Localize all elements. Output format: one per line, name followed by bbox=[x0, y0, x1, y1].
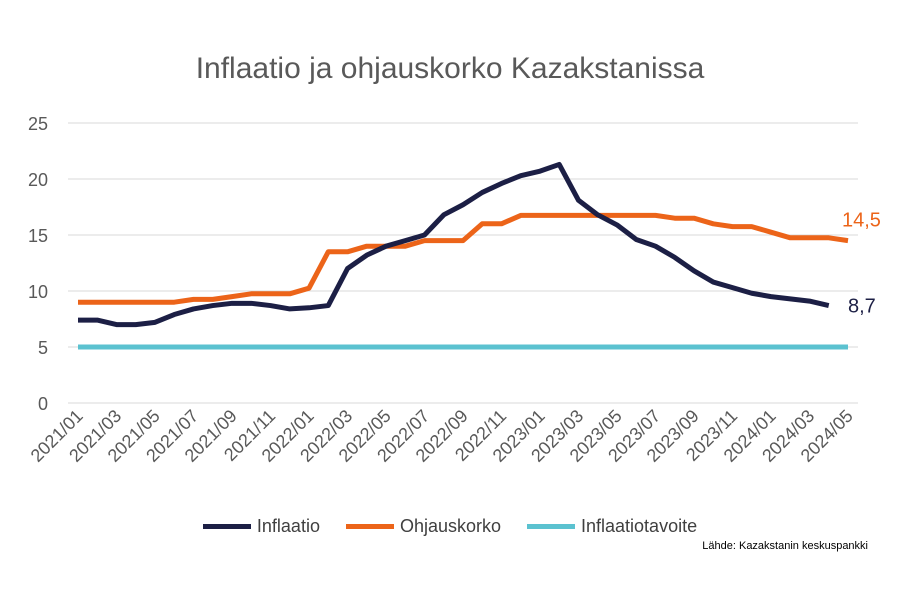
legend-swatch bbox=[202, 524, 251, 529]
legend-item-ohjauskorko: Ohjauskorko bbox=[345, 516, 502, 537]
y-tick-label: 10 bbox=[28, 282, 48, 302]
legend-label: Inflaatiotavoite bbox=[581, 516, 698, 536]
chart-title: Inflaatio ja ohjauskorko Kazakstanissa bbox=[195, 52, 705, 85]
legend-label: Inflaatio bbox=[256, 516, 320, 536]
y-tick-label: 20 bbox=[28, 170, 48, 190]
source-note: Lähde: Kazakstanin keskuspankki bbox=[702, 540, 868, 552]
y-tick-label: 0 bbox=[38, 394, 48, 414]
series-line-inflaatio bbox=[78, 161, 830, 328]
y-tick-label: 5 bbox=[38, 338, 48, 358]
legend-swatch bbox=[345, 524, 394, 529]
legend-label: Ohjauskorko bbox=[399, 516, 502, 536]
legend-item-inflaatio: Inflaatio bbox=[202, 516, 320, 537]
legend: Inflaatio Ohjauskorko Inflaatiotavoite bbox=[0, 516, 900, 537]
data-label-ohjauskorko: 14,5 bbox=[842, 210, 881, 232]
y-tick-label: 25 bbox=[28, 114, 48, 134]
legend-swatch bbox=[527, 524, 576, 529]
series-line-ohjauskorko bbox=[78, 212, 849, 305]
y-tick-label: 15 bbox=[28, 226, 48, 246]
legend-item-inflaatiotavoite: Inflaatiotavoite bbox=[527, 516, 697, 537]
data-label-inflaatio: 8,7 bbox=[848, 296, 876, 318]
